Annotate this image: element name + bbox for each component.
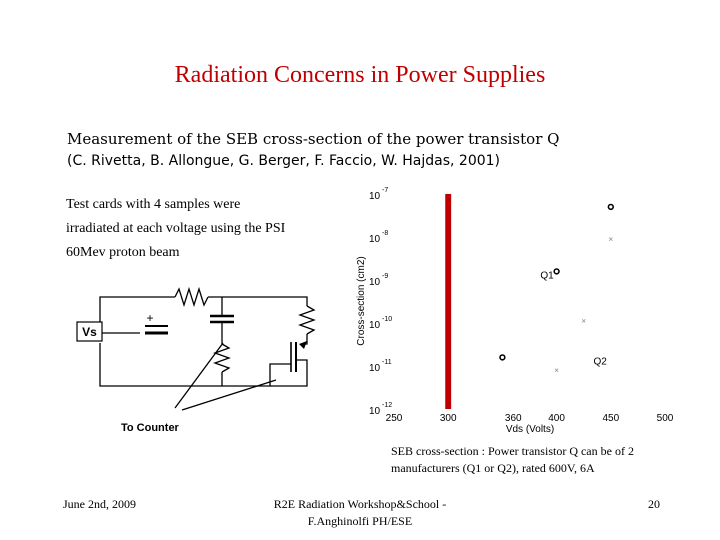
vs-box <box>76 321 103 342</box>
y-tick-label: 10 <box>369 406 381 417</box>
y-tick-exponent: -8 <box>382 230 388 237</box>
slide-title: Radiation Concerns in Power Supplies <box>174 62 546 88</box>
q2-point <box>608 237 613 242</box>
q1-point <box>553 268 560 275</box>
subtitle-line-1: Measurement of the SEB cross-section of … <box>67 130 560 148</box>
resistor-mid <box>213 343 231 373</box>
x-axis-label: Vds (Volts) <box>506 424 554 435</box>
x-tick-label: 450 <box>602 413 619 424</box>
y-tick-exponent: -12 <box>382 402 392 409</box>
chart-caption-line: SEB cross-section : Power transistor Q c… <box>391 444 634 458</box>
chart-caption-line: manufacturers (Q1 or Q2), rated 600V, 6A <box>391 461 595 475</box>
series-label-q2: Q2 <box>593 357 607 368</box>
probe-line-2 <box>181 379 277 411</box>
probe-line-1 <box>174 342 224 409</box>
transistor-source <box>270 359 308 387</box>
y-tick-label: 10 <box>369 234 381 245</box>
footer-event-line-2: F.Anghinolfi PH/ESE <box>307 514 413 528</box>
footer-event-line-1: R2E Radiation Workshop&School - <box>273 497 447 511</box>
subtitle-line-2: (C. Rivetta, B. Allongue, G. Berger, F. … <box>67 153 501 169</box>
y-tick-label: 10 <box>369 191 381 202</box>
q2-point <box>581 318 586 323</box>
circuit-schematic: Vs + To Counter <box>76 286 316 434</box>
body-text-line: Test cards with 4 samples were <box>66 197 241 212</box>
q1-point <box>499 354 506 361</box>
footer-page-number: 20 <box>648 497 660 511</box>
y-axis-label: Cross-section (cm2) <box>356 256 367 345</box>
y-tick-exponent: -11 <box>382 359 392 366</box>
resistor-top <box>174 286 209 308</box>
y-tick-label: 10 <box>369 320 381 331</box>
body-text-line: 60Mev proton beam <box>66 245 180 260</box>
transistor-arrow-icon <box>299 341 307 349</box>
series-label-q1: Q1 <box>540 271 554 282</box>
x-tick-label: 400 <box>548 413 565 424</box>
x-tick-label: 500 <box>657 413 674 424</box>
resistor-right <box>298 305 316 335</box>
y-tick-label: 10 <box>369 277 381 288</box>
y-tick-label: 10 <box>369 363 381 374</box>
y-tick-exponent: -10 <box>382 316 392 323</box>
q1-point <box>607 203 614 211</box>
x-tick-label: 300 <box>440 413 457 424</box>
footer-date: June 2nd, 2009 <box>63 497 136 511</box>
q2-point <box>554 368 559 373</box>
y-tick-exponent: -9 <box>382 273 388 280</box>
vs-label: Vs <box>82 325 97 339</box>
x-tick-label: 250 <box>386 413 403 424</box>
to-counter-label: To Counter <box>121 422 180 434</box>
battery-plus-sign: + <box>146 311 153 325</box>
x-tick-label: 360 <box>505 413 522 424</box>
body-text-line: irradiated at each voltage using the PSI <box>66 221 286 236</box>
circuit-wire-left <box>99 296 175 333</box>
circuit-wire-top <box>208 296 308 306</box>
y-tick-exponent: -7 <box>382 187 388 194</box>
